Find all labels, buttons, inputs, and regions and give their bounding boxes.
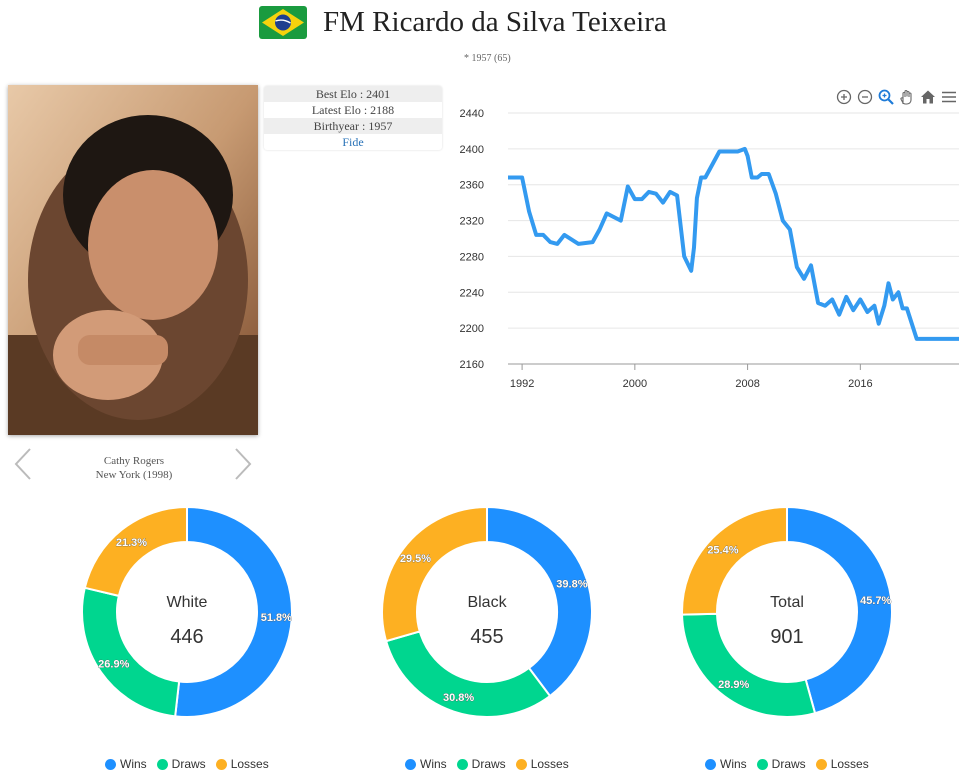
latest-elo-row: Latest Elo : 2188 [311, 103, 395, 117]
pan-icon[interactable] [898, 88, 916, 106]
total-results-donut[interactable]: 45.7% 28.9% 25.4% Total 901 [677, 500, 897, 730]
carousel-next-button[interactable] [232, 446, 254, 482]
white-legend: Wins Draws Losses [105, 756, 269, 772]
losses-dot-icon [215, 758, 227, 770]
slice-value-label: 45.7% [860, 595, 891, 607]
elo-history-chart[interactable]: 2160 2200 2240 2280 2320 2360 2400 2440 1992 2000… [446, 85, 964, 405]
player-info-table: Best Elo : 2401 Latest Elo : 2188 Birthy… [264, 86, 442, 150]
brazil-flag-icon [259, 6, 307, 39]
donut-center-value: 901 [770, 626, 803, 648]
slice-value-label: 26.9% [98, 658, 129, 670]
y-tick-label: 2160 [460, 359, 484, 371]
slice-value-label: 25.4% [707, 545, 738, 557]
wins-dot-icon [405, 758, 416, 770]
black-legend: Wins Draws Losses [405, 756, 569, 772]
slice-losses[interactable] [681, 505, 788, 616]
legend-losses[interactable]: Losses [815, 757, 869, 771]
birthyear-row: Birthyear : 1957 [264, 118, 442, 134]
x-tick-label: 2016 [848, 378, 872, 390]
zoom-in-icon[interactable] [835, 88, 853, 106]
black-results-donut[interactable]: 39.8% 30.8% 29.5% Black 455 [377, 500, 597, 730]
x-tick-label: 2008 [735, 378, 759, 390]
slice-value-label: 21.3% [116, 537, 147, 549]
y-tick-label: 2400 [460, 144, 484, 156]
wins-dot-icon [705, 758, 716, 770]
chart-toolbar [835, 88, 958, 106]
draws-dot-icon [756, 758, 768, 770]
home-icon[interactable] [919, 88, 937, 106]
donut-center-label: White [167, 594, 208, 611]
legend-draws[interactable]: Draws [456, 757, 506, 771]
x-tick-label: 2000 [623, 378, 647, 390]
donut-center-value: 446 [170, 626, 203, 648]
legend-wins[interactable]: Wins [705, 757, 747, 771]
white-results-donut[interactable]: 51.8% 26.9% 21.3% White 446 [77, 500, 297, 730]
y-tick-label: 2320 [460, 216, 484, 228]
page-title: FM Ricardo da Silva Teixeira [323, 6, 667, 38]
birth-info: * 1957 (65) [464, 53, 511, 64]
elo-series-line[interactable] [508, 146, 959, 341]
slice-losses[interactable] [381, 505, 488, 643]
losses-dot-icon [815, 758, 827, 770]
slice-value-label: 28.9% [718, 679, 749, 691]
best-elo-row: Best Elo : 2401 [264, 86, 442, 102]
losses-dot-icon [515, 758, 527, 770]
slice-losses[interactable] [83, 505, 188, 598]
photo-credit: Cathy Rogers [103, 455, 165, 467]
slice-value-label: 30.8% [443, 692, 474, 704]
slice-wins[interactable] [486, 505, 593, 698]
total-legend: Wins Draws Losses [705, 756, 869, 772]
donut-center-value: 455 [470, 626, 503, 648]
zoom-out-icon[interactable] [856, 88, 874, 106]
slice-value-label: 39.8% [556, 579, 587, 591]
draws-dot-icon [156, 758, 168, 770]
slice-value-label: 51.8% [261, 612, 292, 624]
page-header: FM Ricardo da Silva Teixeira * 1957 (65) [0, 0, 967, 64]
menu-icon[interactable] [940, 88, 958, 106]
y-tick-label: 2360 [460, 180, 484, 192]
legend-losses[interactable]: Losses [215, 757, 269, 771]
fide-link[interactable]: Fide [342, 135, 364, 149]
chevron-left-icon [14, 448, 31, 480]
draws-dot-icon [456, 758, 468, 770]
y-tick-label: 2440 [460, 108, 484, 120]
y-tick-label: 2240 [460, 287, 484, 299]
selection-zoom-icon[interactable] [877, 88, 895, 106]
player-photo [8, 85, 258, 435]
photo-location: New York (1998) [95, 469, 173, 481]
legend-wins[interactable]: Wins [105, 757, 147, 771]
photo-caption: Cathy Rogers New York (1998) [60, 454, 208, 482]
legend-losses[interactable]: Losses [515, 757, 569, 771]
donut-center-label: Total [770, 594, 804, 611]
y-tick-label: 2280 [460, 251, 484, 263]
legend-draws[interactable]: Draws [156, 757, 206, 771]
y-tick-label: 2200 [460, 323, 484, 335]
carousel-prev-button[interactable] [12, 446, 34, 482]
slice-draws[interactable] [81, 586, 181, 718]
donut-center-label: Black [467, 594, 507, 611]
slice-wins[interactable] [174, 505, 293, 718]
wins-dot-icon [105, 758, 116, 770]
slice-draws[interactable] [384, 630, 552, 718]
slice-value-label: 29.5% [400, 553, 431, 565]
x-tick-label: 1992 [510, 378, 534, 390]
legend-wins[interactable]: Wins [405, 757, 447, 771]
legend-draws[interactable]: Draws [756, 757, 806, 771]
chevron-right-icon [235, 448, 252, 480]
slice-wins[interactable] [786, 505, 893, 715]
